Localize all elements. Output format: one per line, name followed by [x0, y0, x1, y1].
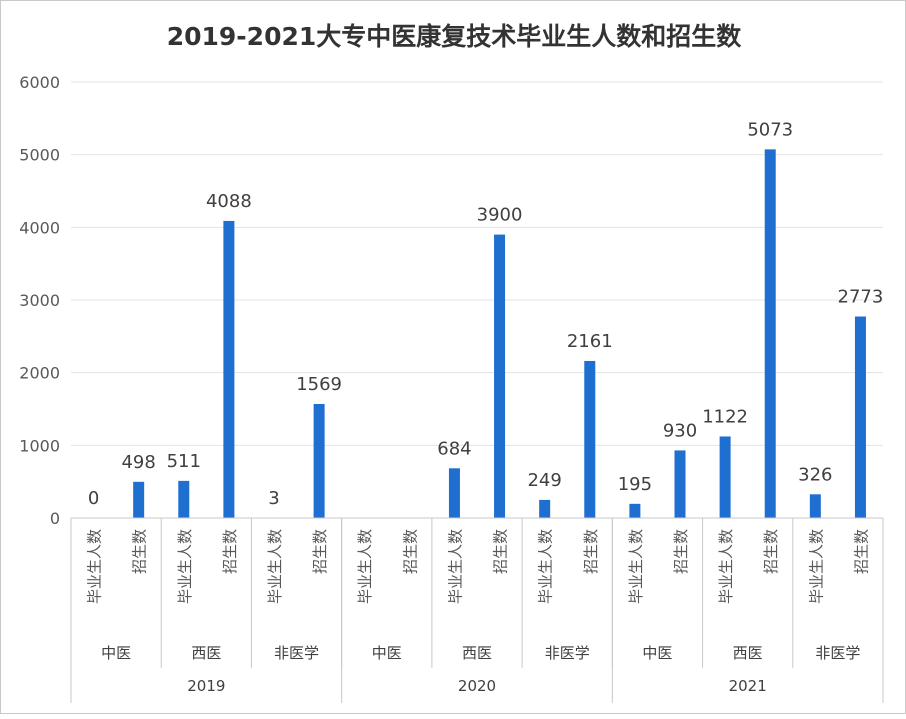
- bar: [629, 504, 640, 518]
- data-label: 0: [88, 488, 99, 509]
- x-tick-label: 招生数: [131, 529, 149, 574]
- x-tick-label: 招生数: [582, 529, 600, 574]
- x-tick-label: 毕业生人数: [446, 529, 464, 604]
- group-label: 西医: [733, 644, 763, 662]
- year-label: 2021: [729, 677, 767, 695]
- data-label: 249: [527, 470, 561, 491]
- x-tick-label: 招生数: [401, 529, 419, 574]
- bar: [765, 149, 776, 518]
- bar: [584, 361, 595, 518]
- bar: [133, 482, 144, 518]
- bar: [539, 500, 550, 518]
- x-tick-label: 毕业生人数: [86, 529, 104, 604]
- y-tick-label: 3000: [19, 291, 60, 310]
- year-label: 2019: [187, 677, 225, 695]
- bar: [675, 450, 686, 518]
- x-tick-label: 招生数: [762, 529, 780, 574]
- bar: [810, 494, 821, 518]
- group-label: 西医: [462, 644, 492, 662]
- data-label: 3: [268, 488, 279, 509]
- year-label: 2020: [458, 677, 496, 695]
- group-label: 非医学: [815, 644, 860, 662]
- y-tick-label: 4000: [19, 218, 60, 237]
- x-axis: 毕业生人数 招生数 毕业生人数 招生数 毕业生人数 招生数 毕业生人数 招生数 毕业生人数 招生数…: [71, 518, 883, 703]
- data-label: 684: [437, 438, 471, 459]
- x-tick-label: 毕业生人数: [717, 529, 735, 604]
- data-label: 2773: [838, 286, 884, 307]
- y-axis: 0 1000 2000 3000 4000 5000 6000: [19, 73, 60, 528]
- x-tick-label: 毕业生人数: [356, 529, 374, 604]
- data-label: 930: [663, 420, 697, 441]
- data-label: 3900: [477, 205, 523, 226]
- data-label: 1569: [296, 374, 342, 395]
- x-tick-label: 招生数: [221, 529, 239, 574]
- data-label: 4088: [206, 191, 252, 212]
- x-tick-label: 毕业生人数: [627, 529, 645, 604]
- y-tick-label: 1000: [19, 436, 60, 455]
- data-label: 326: [798, 464, 832, 485]
- bar: [494, 235, 505, 518]
- data-label: 2161: [567, 331, 613, 352]
- bar: [223, 221, 234, 518]
- group-label: 中医: [642, 644, 672, 662]
- data-label: 498: [121, 452, 155, 473]
- group-label: 非医学: [545, 644, 590, 662]
- y-tick-label: 5000: [19, 146, 60, 165]
- data-label: 5073: [747, 119, 793, 140]
- data-label: 195: [618, 474, 652, 495]
- data-label: 511: [167, 451, 201, 472]
- bar: [720, 436, 731, 518]
- x-tick-label: 毕业生人数: [807, 529, 825, 604]
- x-tick-label: 毕业生人数: [266, 529, 284, 604]
- x-tick-label: 招生数: [492, 529, 510, 574]
- group-label: 西医: [191, 644, 221, 662]
- x-tick-label: 招生数: [672, 529, 690, 574]
- x-tick-label: 毕业生人数: [176, 529, 194, 604]
- group-label: 中医: [372, 644, 402, 662]
- data-label: 1122: [702, 406, 748, 427]
- data-labels: 0 498 511 4088 3 1569 684 3900 249 2161 195 9301122…: [88, 119, 884, 509]
- chart-title: 2019-2021大专中医康复技术毕业生人数和招生数: [167, 22, 743, 51]
- x-tick-label: 毕业生人数: [537, 529, 555, 604]
- bar: [314, 404, 325, 518]
- y-tick-label: 2000: [19, 364, 60, 383]
- group-label: 中医: [101, 644, 131, 662]
- x-tick-label: 招生数: [852, 529, 870, 574]
- x-tick-label: 招生数: [311, 529, 329, 574]
- bar: [855, 316, 866, 518]
- group-label: 非医学: [274, 644, 319, 662]
- bar: [178, 481, 189, 518]
- y-tick-label: 0: [50, 509, 60, 528]
- y-tick-label: 6000: [19, 73, 60, 92]
- bar: [449, 468, 460, 518]
